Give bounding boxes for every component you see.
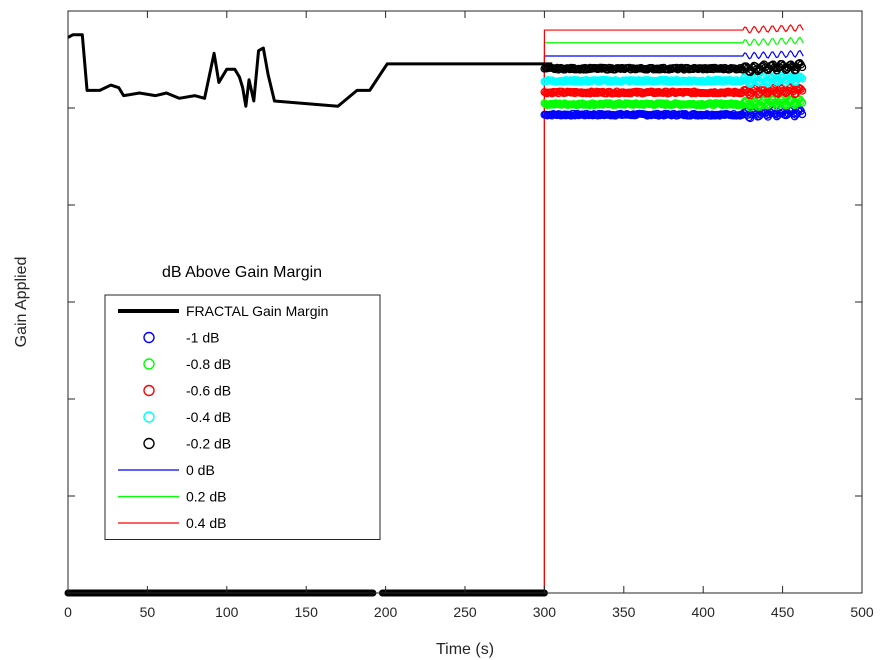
data-point [789,100,798,109]
legend-marker [143,331,155,344]
data-point [750,72,758,81]
legend-entry: -0.4 dB [143,409,231,425]
series-line-0-dB [543,49,804,593]
data-point [798,63,807,72]
data-point [798,86,807,95]
series-circles--0-2-dB [540,58,807,77]
x-tick-label: 50 [140,604,156,620]
series-circles--0-6-dB [540,83,807,100]
legend-label: FRACTAL Gain Margin [186,303,328,319]
legend-label: -0.6 dB [186,383,231,399]
legend-entry: -0.6 dB [143,383,231,399]
x-tick-label: 400 [692,604,716,620]
data-point [798,98,807,107]
legend-label: -1 dB [186,330,219,346]
series-line-0-2-dB [543,36,804,593]
legend: dB Above Gain Margin FRACTAL Gain Margin… [104,264,381,540]
legend-label: 0.2 dB [186,489,226,505]
x-tick-label: 0 [64,604,72,620]
data-point [797,97,805,106]
data-point [797,85,805,93]
x-tick-label: 350 [612,604,636,620]
plot-marks [64,23,807,597]
data-point [798,74,807,83]
legend-entry: 0.4 dB [118,515,226,531]
data-point [797,73,805,82]
x-tick-label: 100 [215,604,239,620]
series-line-fractal-gain-margin [67,33,553,108]
legend-entry: 0 dB [118,462,215,478]
legend-entry: -0.2 dB [143,436,231,452]
x-tick-label: 150 [295,604,319,620]
x-tick-label: 500 [850,604,874,620]
legend-box [104,294,381,540]
legend-marker [143,358,155,370]
legend-entry: -1 dB [143,330,219,346]
legend-entry: -0.8 dB [143,356,231,372]
legend-title: dB Above Gain Margin [162,264,322,281]
legend-label: -0.2 dB [186,436,231,452]
series-circles--0-8-dB [540,94,807,112]
axis-ticks: 0 50 100 150 200 250 300 350 400 450 500 [64,11,874,620]
x-axis-label: Time (s) [436,641,494,658]
x-tick-label: 300 [533,604,557,620]
data-point [798,110,807,119]
data-point [778,60,786,68]
legend-label: -0.8 dB [186,356,231,372]
legend-label: 0.4 dB [186,515,226,531]
x-tick-label: 200 [374,604,398,620]
data-point [781,66,790,75]
legend-marker [143,437,155,450]
series-line-0-4-dB [543,23,804,593]
legend-entry: 0.2 dB [118,489,226,505]
data-point [772,102,781,111]
legend-entry: FRACTAL Gain Margin [118,303,328,319]
legend-marker [143,384,155,397]
y-axis-label: Gain Applied [13,257,30,348]
legend-label: 0 dB [186,462,215,478]
legend-label: -0.4 dB [186,409,231,425]
legend-marker [143,411,155,423]
legend-items: FRACTAL Gain Margin -1 dB -0.8 dB -0.6 dB -0… [118,303,328,531]
series-circles--0-4-dB [540,71,807,89]
x-tick-label: 450 [771,604,795,620]
x-tick-label: 250 [453,604,477,620]
